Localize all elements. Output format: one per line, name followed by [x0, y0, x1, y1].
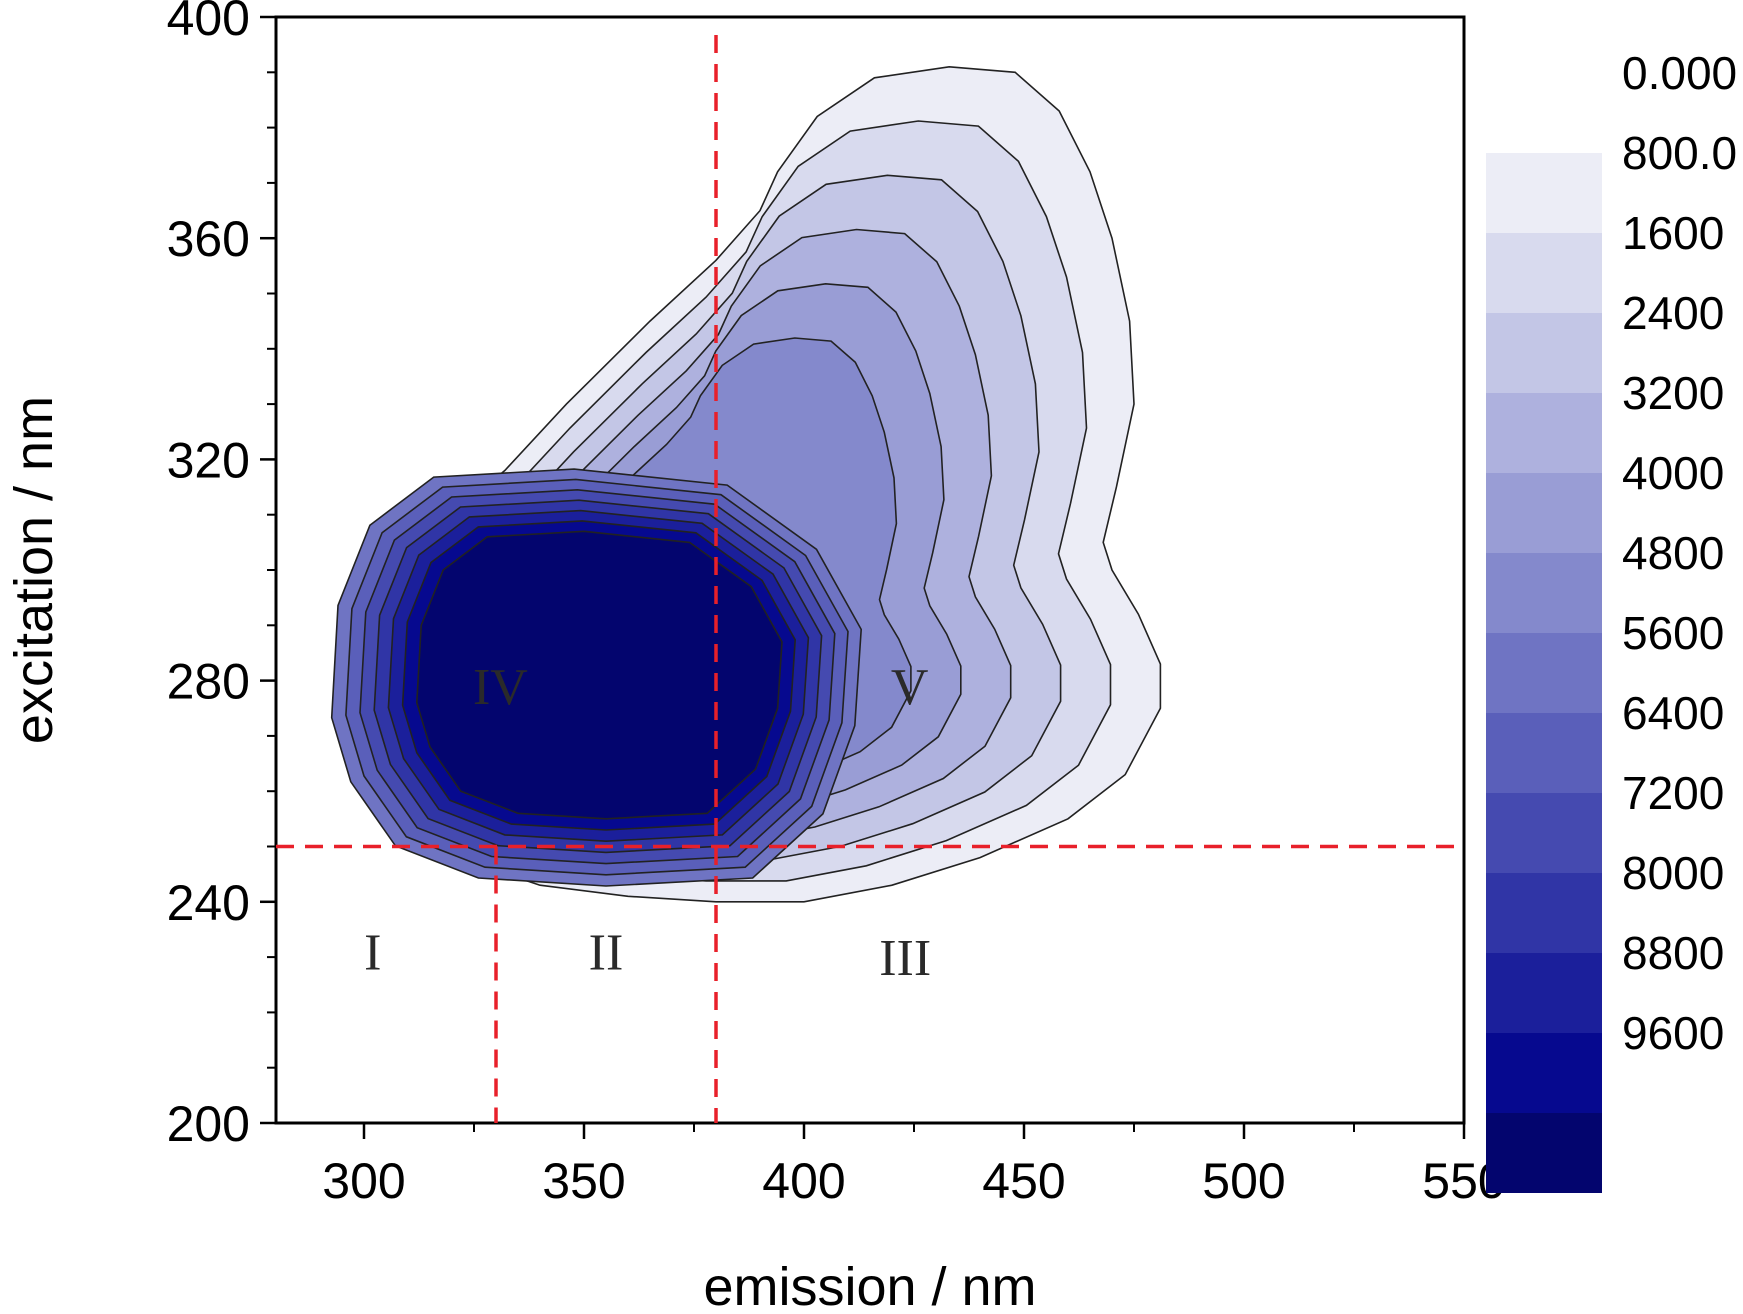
region-label-ii: II — [589, 925, 624, 982]
y-axis-title: excitation / nm — [4, 396, 64, 744]
colorbar-label: 8800 — [1622, 927, 1724, 979]
colorbar-label: 7200 — [1622, 767, 1724, 819]
colorbar-swatch — [1486, 953, 1602, 1033]
colorbar: 0.000 800.0 1600 2400 3200 4000 4800 5600 6400 72… — [1486, 47, 1737, 1193]
colorbar-label: 6400 — [1622, 687, 1724, 739]
contour-level-9600 — [415, 530, 783, 820]
y-tick-label: 240 — [167, 875, 250, 931]
colorbar-swatch — [1486, 633, 1602, 713]
colorbar-label: 0.000 — [1622, 47, 1737, 99]
colorbar-swatch — [1486, 313, 1602, 393]
colorbar-label: 4800 — [1622, 527, 1724, 579]
contour-fill-group — [330, 65, 1162, 903]
region-label-iv: IV — [473, 659, 528, 716]
colorbar-swatch — [1486, 1033, 1602, 1113]
x-tick-label: 350 — [542, 1153, 625, 1209]
colorbar-label: 9600 — [1622, 1007, 1724, 1059]
region-label-v: V — [891, 659, 929, 716]
x-axis-title: emission / nm — [703, 1257, 1036, 1314]
colorbar-label: 8000 — [1622, 847, 1724, 899]
y-tick-label: 280 — [167, 654, 250, 710]
colorbar-swatch — [1486, 473, 1602, 553]
x-tick-label: 400 — [762, 1153, 845, 1209]
colorbar-label: 800.0 — [1622, 127, 1737, 179]
y-tick-label: 200 — [167, 1096, 250, 1152]
x-tick-label: 450 — [982, 1153, 1065, 1209]
colorbar-swatch — [1486, 153, 1602, 233]
colorbar-swatch — [1486, 233, 1602, 313]
y-tick-label: 320 — [167, 432, 250, 488]
colorbar-label: 5600 — [1622, 607, 1724, 659]
colorbar-swatch — [1486, 393, 1602, 473]
colorbar-swatch — [1486, 793, 1602, 873]
colorbar-label: 3200 — [1622, 367, 1724, 419]
y-tick-label: 360 — [167, 211, 250, 267]
x-tick-label: 300 — [322, 1153, 405, 1209]
y-tick-label: 400 — [167, 0, 250, 46]
colorbar-label: 2400 — [1622, 287, 1724, 339]
x-axis-ticks: 300 350 400 450 500 550 — [322, 1123, 1506, 1209]
colorbar-swatch — [1486, 1113, 1602, 1193]
y-axis-ticks: 200 240 280 320 360 400 — [167, 0, 276, 1152]
region-divider-lines — [276, 35, 1464, 1123]
colorbar-swatch — [1486, 713, 1602, 793]
region-label-iii: III — [879, 930, 931, 987]
region-label-i: I — [364, 925, 381, 982]
colorbar-label: 1600 — [1622, 207, 1724, 259]
colorbar-label: 4000 — [1622, 447, 1724, 499]
x-tick-label: 500 — [1202, 1153, 1285, 1209]
colorbar-swatch — [1486, 873, 1602, 953]
colorbar-swatch — [1486, 553, 1602, 633]
